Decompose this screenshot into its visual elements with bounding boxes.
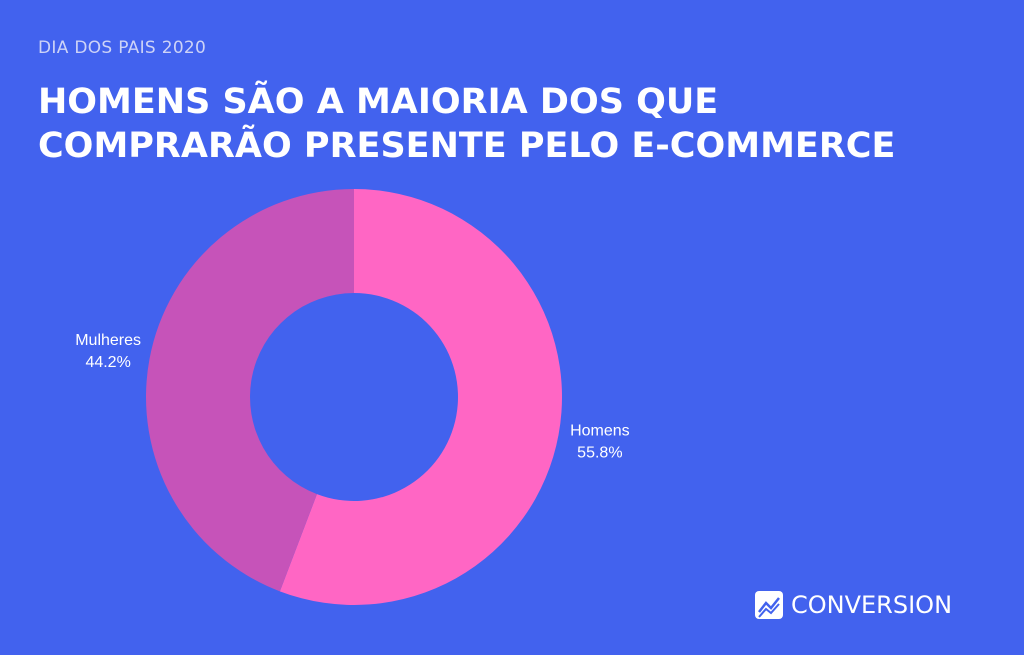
slice-value-label: 44.2%: [85, 354, 130, 371]
slice-label: Mulheres: [75, 332, 141, 349]
logo-line: [758, 603, 780, 618]
logo-line: [758, 597, 780, 613]
brand-name: CONVERSION: [791, 591, 952, 619]
slice-value-label: 55.8%: [577, 445, 622, 462]
slice-label: Homens: [570, 423, 630, 440]
brand-logo: CONVERSION: [755, 591, 952, 619]
chart-subtitle: DIA DOS PAIS 2020: [38, 38, 207, 58]
pie-slice: [279, 189, 562, 605]
chart-title: HOMENS SÃO A MAIORIA DOS QUE COMPRARÃO P…: [38, 82, 896, 166]
pie-slice: [146, 189, 354, 592]
